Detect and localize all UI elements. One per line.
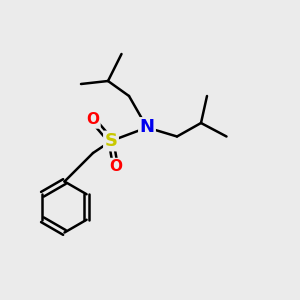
Text: S: S [104,132,118,150]
Text: O: O [86,112,100,128]
Text: O: O [109,159,122,174]
Text: N: N [140,118,154,136]
